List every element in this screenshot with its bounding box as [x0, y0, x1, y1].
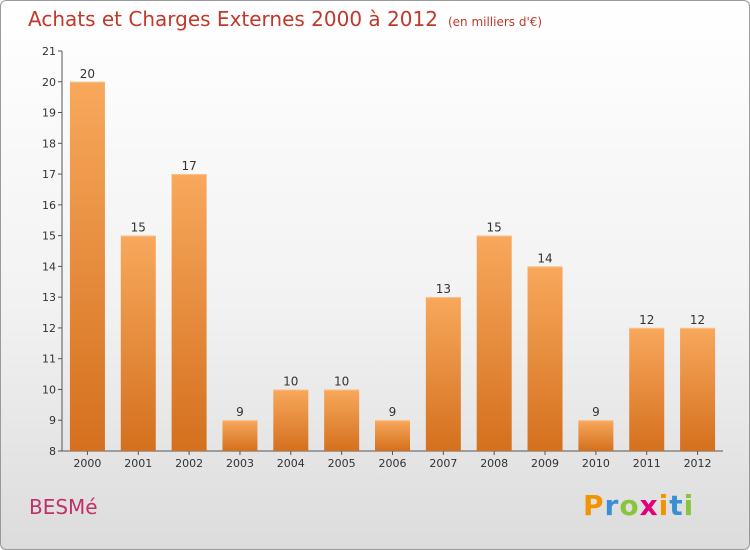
logo-letter: t: [669, 489, 684, 522]
logo-letter: r: [604, 489, 620, 522]
bar-value-label: 12: [690, 313, 705, 327]
bar: [324, 389, 360, 451]
chart-subtitle: (en milliers d'€): [447, 15, 543, 29]
bar-value-label: 9: [592, 405, 600, 419]
chart-axes: 8 9 10 11 12 13 14 15 16 17 18 19 20 21 2000 2001 2002 20…: [42, 45, 723, 470]
x-tick-label: 2006: [379, 457, 407, 470]
logo-letter: P: [583, 489, 605, 522]
x-tick-label: 2008: [480, 457, 508, 470]
chart-title-text: Achats et Charges Externes 2000 à 2012: [28, 7, 438, 31]
bar: [375, 420, 410, 451]
bar: [171, 174, 207, 452]
chart-title: Achats et Charges Externes 2000 à 2012 (e…: [28, 7, 542, 31]
bar-value-label: 10: [283, 374, 298, 388]
bar-value-label: 13: [436, 282, 451, 296]
commune-name: BESMé: [29, 495, 98, 519]
x-tick-label: 2012: [684, 457, 712, 470]
y-tick-label: 19: [42, 107, 56, 120]
logo-letter: i: [658, 489, 670, 522]
bar: [476, 235, 512, 451]
logo-letter: i: [683, 489, 695, 522]
chart-data-labels: 20 15 17 9 10 10 9 13 15 14 9 12 12: [80, 67, 705, 419]
bar-value-label: 17: [181, 159, 196, 173]
bar: [222, 420, 258, 451]
x-tick-label: 2007: [429, 457, 457, 470]
bar: [425, 297, 461, 451]
y-tick-label: 16: [42, 199, 56, 212]
bar: [578, 420, 614, 451]
bar-value-label: 9: [389, 405, 397, 419]
bar-value-label: 20: [80, 67, 95, 81]
y-tick-label: 12: [42, 322, 56, 335]
y-tick-label: 20: [42, 76, 56, 89]
y-tick-label: 21: [42, 45, 56, 58]
bar-value-label: 15: [131, 221, 146, 235]
x-tick-label: 2001: [124, 457, 152, 470]
logo-letter: o: [619, 489, 640, 522]
bar: [273, 389, 309, 451]
x-tick-label: 2004: [277, 457, 305, 470]
y-tick-label: 14: [42, 260, 56, 273]
bar: [680, 327, 716, 451]
bar-value-label: 12: [639, 313, 654, 327]
y-tick-label: 11: [42, 353, 56, 366]
y-tick-label: 15: [42, 230, 56, 243]
bar-value-label: 9: [236, 405, 244, 419]
bar-value-label: 14: [537, 251, 552, 265]
x-tick-label: 2002: [175, 457, 203, 470]
y-tick-label: 8: [49, 445, 56, 458]
y-tick-label: 13: [42, 291, 56, 304]
bar: [629, 327, 665, 451]
y-tick-label: 18: [42, 137, 56, 150]
x-tick-label: 2009: [531, 457, 559, 470]
x-tick-label: 2000: [73, 457, 101, 470]
bar: [69, 81, 105, 452]
proxiti-logo[interactable]: Proxiti: [583, 489, 694, 522]
y-tick-label: 17: [42, 168, 56, 181]
bar-value-label: 15: [487, 221, 502, 235]
x-tick-label: 2011: [633, 457, 661, 470]
bar: [527, 266, 563, 451]
bar: [120, 235, 156, 451]
y-tick-label: 9: [49, 414, 56, 427]
bar-value-label: 10: [334, 374, 349, 388]
x-tick-label: 2005: [328, 457, 356, 470]
x-tick-label: 2010: [582, 457, 610, 470]
y-tick-label: 10: [42, 383, 56, 396]
logo-letter: x: [639, 489, 659, 522]
chart-bars: [69, 81, 716, 452]
x-tick-label: 2003: [226, 457, 254, 470]
